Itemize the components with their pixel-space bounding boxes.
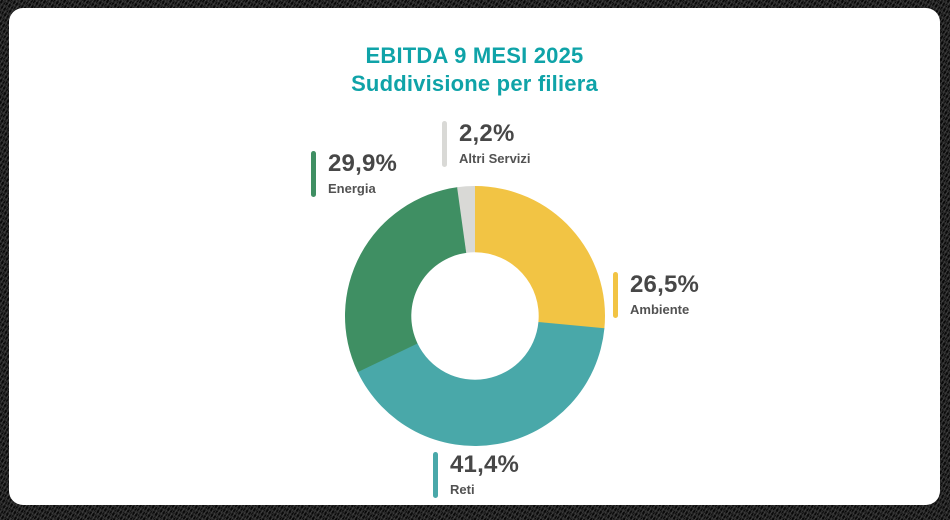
percent-value-ambiente: 26,5% xyxy=(630,271,700,298)
callout-text: 26,5% Ambiente xyxy=(630,272,699,318)
callout-reti: 41,4% Reti xyxy=(433,452,519,498)
callout-text: 2,2% Altri Servizi xyxy=(459,121,531,167)
donut-slice-ambiente xyxy=(475,186,605,329)
donut-chart xyxy=(344,186,605,446)
donut-slice-altri-servizi xyxy=(457,186,475,253)
slice-label-reti: Reti xyxy=(450,482,475,497)
chart-title-line2: Suddivisione per filiera xyxy=(351,71,598,96)
chart-title: EBITDA 9 MESI 2025 Suddivisione per fili… xyxy=(9,42,940,98)
chart-card: EBITDA 9 MESI 2025 Suddivisione per fili… xyxy=(9,8,940,505)
callout-energia: 29,9% Energia xyxy=(311,151,397,197)
percent-value-reti: 41,4% xyxy=(450,451,520,478)
callout-text: 41,4% Reti xyxy=(450,452,519,498)
percent-value-energia: 29,9% xyxy=(328,150,398,177)
callout-altri-servizi: 2,2% Altri Servizi xyxy=(442,121,531,167)
color-tick-ambiente xyxy=(613,272,618,318)
donut-slice-reti xyxy=(357,321,605,446)
slice-label-energia: Energia xyxy=(328,181,376,196)
callout-ambiente: 26,5% Ambiente xyxy=(613,272,699,318)
color-tick-reti xyxy=(433,452,438,498)
slice-label-altri-servizi: Altri Servizi xyxy=(459,151,531,166)
color-tick-energia xyxy=(311,151,316,197)
callout-text: 29,9% Energia xyxy=(328,151,397,197)
donut-slice-energia xyxy=(344,187,467,373)
percent-value-altri-servizi: 2,2% xyxy=(459,120,515,147)
slice-label-ambiente: Ambiente xyxy=(630,302,690,317)
chart-title-line1: EBITDA 9 MESI 2025 xyxy=(365,43,584,68)
color-tick-altri-servizi xyxy=(442,121,447,167)
